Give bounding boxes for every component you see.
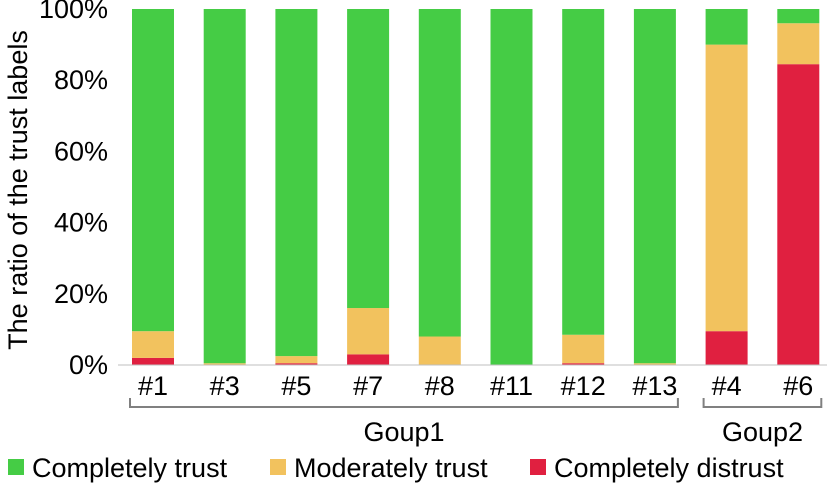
- legend-swatch: [530, 459, 546, 475]
- bar-segment: [132, 331, 174, 358]
- x-tick-label: #5: [281, 371, 311, 401]
- x-tick-label: #8: [425, 371, 455, 401]
- bar-segment: [275, 363, 318, 365]
- bar-segment: [705, 9, 748, 45]
- legend-label: Moderately trust: [294, 453, 488, 483]
- y-axis-ticks: 0% 20% 40% 60% 80% 100%: [39, 0, 108, 380]
- bar-segment: [347, 9, 390, 309]
- group-brackets: Goup1 Goup2: [129, 398, 823, 447]
- y-axis-label: The ratio of the trust labels: [3, 30, 33, 350]
- y-tick-label: 0%: [69, 350, 108, 380]
- bar-segment: [418, 336, 461, 365]
- bar-segment: [777, 23, 820, 65]
- legend: Completely trust Moderately trust Complete…: [8, 453, 784, 483]
- legend-label: Completely distrust: [554, 453, 784, 483]
- x-tick-label: #4: [712, 371, 742, 401]
- bar-segment: [347, 354, 390, 365]
- group-bracket: [129, 398, 679, 408]
- legend-swatch: [270, 459, 286, 475]
- bar-segment: [347, 308, 390, 355]
- y-tick-label: 80%: [54, 65, 108, 95]
- bars-layer: [132, 9, 820, 366]
- bar-segment: [203, 363, 246, 365]
- bar-segment: [633, 363, 676, 365]
- bar-segment: [562, 363, 605, 365]
- x-tick-label: #7: [353, 371, 383, 401]
- legend-label: Completely trust: [32, 453, 228, 483]
- y-tick-label: 60%: [54, 136, 108, 166]
- bar-segment: [275, 356, 318, 364]
- bar-segment: [562, 334, 605, 364]
- x-tick-label: #13: [632, 371, 677, 401]
- bar-segment: [132, 357, 174, 365]
- bar-segment: [132, 9, 174, 332]
- bar-segment: [418, 9, 461, 337]
- group-label: Goup1: [363, 417, 444, 447]
- group-label: Goup2: [722, 417, 803, 447]
- bar-segment: [203, 9, 246, 364]
- bar-segment: [777, 64, 820, 366]
- x-tick-label: #12: [561, 371, 606, 401]
- group-bracket: [702, 398, 823, 408]
- x-tick-label: #11: [490, 371, 533, 401]
- x-axis-ticks: #1 #3 #5 #7 #8 #11 #12 #13 #4 #6: [138, 371, 813, 401]
- bar-segment: [275, 9, 318, 357]
- bar-segment: [490, 9, 533, 365]
- bar-segment: [705, 331, 748, 365]
- bar-segment: [562, 9, 605, 335]
- y-tick-label: 20%: [54, 279, 108, 309]
- bar-segment: [633, 9, 676, 364]
- y-tick-label: 40%: [54, 208, 108, 238]
- x-tick-label: #3: [210, 371, 240, 401]
- y-tick-label: 100%: [39, 0, 108, 24]
- bar-segment: [777, 9, 820, 24]
- x-tick-label: #6: [783, 371, 813, 401]
- x-tick-label: #1: [138, 371, 168, 401]
- legend-swatch: [8, 459, 24, 475]
- bar-segment: [705, 44, 748, 332]
